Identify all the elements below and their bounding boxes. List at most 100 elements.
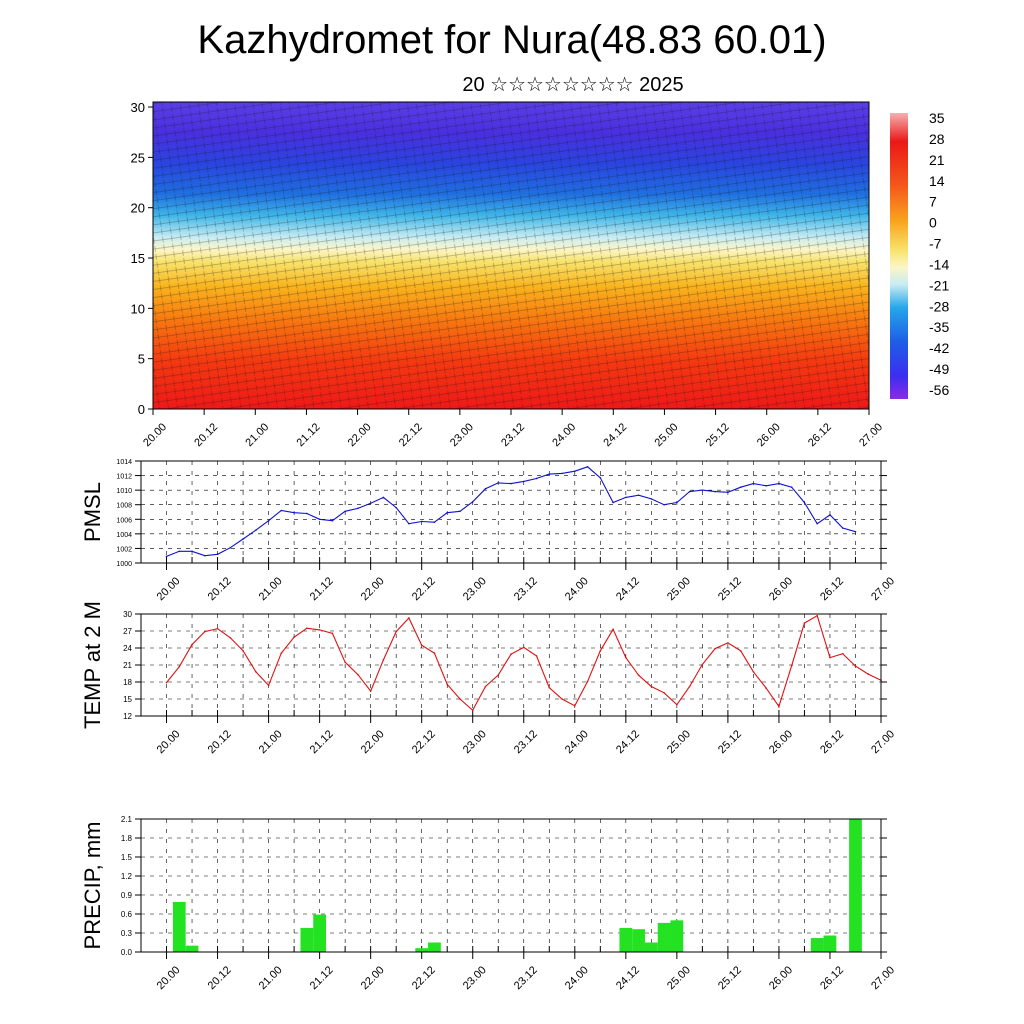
x-tick-label: 21.00: [257, 575, 285, 603]
x-tick-label: 21.12: [308, 575, 336, 603]
temp2m-point: [803, 622, 806, 624]
pmsl-point: [255, 529, 257, 532]
pmsl-point: [471, 501, 474, 503]
temp2m-frame: [140, 613, 882, 717]
temp2m-point: [727, 642, 729, 644]
temp2m-point: [459, 698, 461, 700]
pmsl-point: [535, 477, 538, 480]
x-tick-label: 23.00: [461, 575, 489, 603]
x-tick-label: 26.12: [818, 964, 846, 992]
y-tick-label: 30: [123, 610, 132, 619]
temp2m-point: [497, 674, 500, 676]
x-tick-label: 25.12: [704, 421, 732, 449]
pmsl-point: [522, 480, 525, 483]
temp2m-point: [203, 630, 206, 633]
y-tick-label: 0.6: [121, 910, 133, 919]
pmsl-point: [816, 522, 819, 525]
x-tick-label: 22.00: [359, 575, 387, 603]
temp2m-point: [510, 653, 512, 656]
x-tick-label: 26.12: [818, 575, 846, 603]
pmsl-point: [829, 514, 831, 516]
pmsl-frame: [140, 460, 882, 564]
pmsl-point: [790, 486, 793, 489]
temp2m-point: [433, 652, 436, 654]
y-tick-label: 1000: [116, 561, 132, 568]
pmsl-point: [306, 512, 308, 515]
pmsl-point: [676, 501, 678, 504]
x-tick-label: 24.00: [563, 575, 591, 603]
colorbar: 35 28 21 14 7 0 -7 -14 -21 -28 -35 -42 -49 -56: [890, 110, 949, 399]
temp2m-point: [714, 647, 716, 650]
temp2m-point: [625, 656, 627, 659]
y-tick-label: 0: [138, 402, 145, 417]
y-tick-label: 24: [123, 644, 132, 653]
x-tick-label: 23.00: [448, 421, 476, 449]
temp2m-point: [216, 627, 219, 630]
pmsl-point: [841, 527, 844, 529]
x-tick-label: 26.00: [767, 728, 795, 756]
temp2m-point: [790, 664, 793, 667]
y-tick-label: 27: [123, 627, 132, 636]
temp2m-point: [854, 665, 857, 667]
precip-bar: [657, 922, 671, 952]
pmsl-point: [433, 521, 436, 523]
precip-bar: [810, 938, 824, 952]
temp2m-point: [561, 698, 563, 700]
temp2m-point: [599, 650, 602, 652]
temp2m-point: [548, 686, 551, 689]
precip-bar: [300, 927, 314, 952]
x-tick-label: 24.00: [563, 964, 591, 992]
pmsl-point: [752, 482, 755, 485]
colorbar-label: -35: [929, 319, 949, 335]
pmsl-point: [663, 503, 665, 506]
temp2m-point: [765, 687, 767, 690]
x-tick-label: 20.12: [206, 964, 234, 992]
temp2m-point: [778, 705, 780, 708]
pmsl-point: [854, 530, 857, 533]
precip-bar: [670, 920, 684, 952]
colorbar-label: 28: [929, 131, 945, 147]
pmsl-point: [446, 511, 449, 514]
pmsl-point: [650, 498, 653, 500]
y-tick-label: 2.1: [121, 815, 133, 824]
colorbar-label: -7: [929, 236, 942, 252]
x-tick-label: 24.00: [550, 421, 578, 449]
pmsl-point: [203, 554, 206, 557]
pmsl-point: [765, 484, 767, 487]
temp2m-point: [637, 674, 640, 676]
pmsl-point: [561, 472, 563, 475]
y-tick-label: 20: [131, 201, 145, 216]
precip-bar: [172, 901, 186, 952]
y-tick-label: 1.5: [121, 853, 133, 862]
pmsl-point: [191, 550, 193, 553]
x-tick-label: 25.00: [665, 575, 693, 603]
temp2m-point: [395, 630, 397, 633]
y-tick-label: 5: [138, 352, 145, 367]
chart-panels: 0 5 10 15 20 25 30 20.00 20.12 21.00 21.12 22.00 22.…: [80, 100, 949, 992]
x-tick-label: 21.12: [308, 728, 336, 756]
y-tick-label: 15: [131, 251, 145, 266]
temp2m-point: [357, 673, 359, 676]
pmsl-point: [573, 470, 576, 473]
x-tick-label: 24.00: [563, 728, 591, 756]
colorbar-label: -42: [929, 340, 949, 356]
pmsl-point: [318, 518, 321, 521]
y-tick-label: 12: [123, 712, 132, 721]
y-tick-label: 1002: [116, 546, 132, 553]
x-tick-label: 26.12: [806, 421, 834, 449]
precip-bar: [619, 927, 633, 952]
pmsl-point: [280, 509, 283, 512]
pmsl-point: [484, 487, 487, 490]
y-tick-label: 1006: [116, 517, 132, 524]
temp2m-point: [586, 680, 589, 683]
temp2m-point: [344, 661, 346, 663]
pmsl-point: [267, 519, 270, 522]
temp2m-ylabel: TEMP at 2 M: [80, 601, 105, 729]
x-tick-label: 24.12: [614, 964, 642, 992]
x-tick-label: 21.00: [257, 728, 285, 756]
x-tick-label: 21.12: [295, 421, 323, 449]
pmsl-panel: 1000 1002 1004 1006 1008 1010 1012 1014 20.00 20.…: [80, 459, 897, 603]
temp2m-point: [408, 617, 410, 619]
temp2m-point: [867, 673, 870, 675]
pmsl-point: [395, 506, 397, 509]
